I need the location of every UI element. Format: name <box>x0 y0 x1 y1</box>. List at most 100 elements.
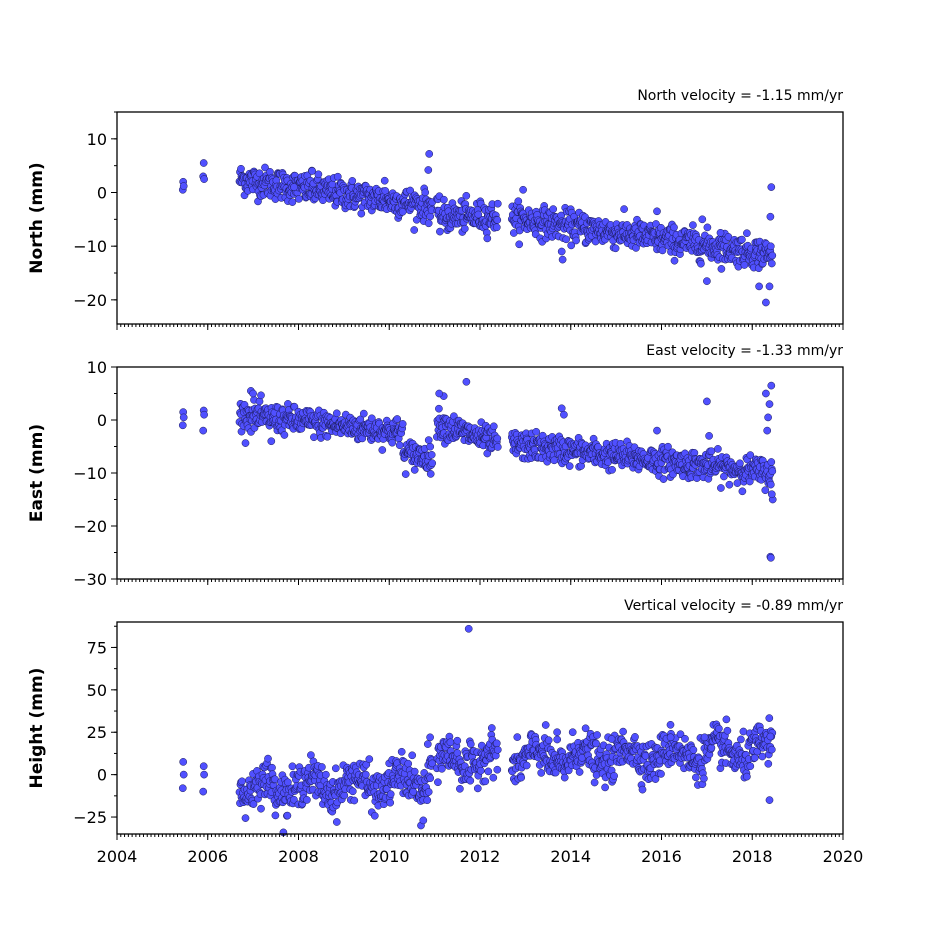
data-point <box>557 404 566 413</box>
data-point <box>331 764 340 773</box>
data-point <box>762 298 770 307</box>
data-point <box>178 421 187 430</box>
data-point <box>657 770 665 778</box>
data-point <box>332 818 341 826</box>
data-point <box>427 450 436 459</box>
data-point <box>572 236 580 245</box>
data-point <box>608 465 616 474</box>
data-point <box>765 400 774 408</box>
data-point <box>428 459 437 468</box>
x-tick-label: 2010 <box>369 847 410 866</box>
data-point <box>200 175 208 183</box>
y-tick-label: 10 <box>87 130 107 149</box>
data-point <box>767 553 775 562</box>
data-point <box>303 796 311 804</box>
data-point <box>487 724 496 732</box>
data-point <box>551 768 560 777</box>
data-point <box>426 733 434 742</box>
data-point <box>424 788 433 796</box>
data-point <box>700 774 708 783</box>
east-axis-label: East (mm) <box>27 424 47 522</box>
data-point <box>462 191 471 200</box>
data-point <box>743 772 751 781</box>
data-point <box>610 772 618 780</box>
data-point <box>755 282 763 291</box>
data-point <box>310 433 318 442</box>
height-panel: Vertical velocity = -0.89 mm/yr Height (… <box>27 598 863 866</box>
data-point <box>421 188 430 197</box>
data-point <box>199 159 208 167</box>
data-point <box>483 234 492 243</box>
data-point <box>611 244 620 253</box>
data-point <box>590 778 599 787</box>
data-point <box>401 470 410 478</box>
data-points <box>178 377 777 562</box>
data-point <box>651 775 660 783</box>
data-point <box>653 207 661 216</box>
data-point <box>666 720 675 729</box>
y-tick-label: 75 <box>87 638 107 657</box>
data-point <box>670 223 678 232</box>
data-point <box>767 259 776 268</box>
y-tick-label: −20 <box>73 517 107 536</box>
data-point <box>717 265 726 273</box>
data-point <box>380 176 389 185</box>
data-point <box>766 242 775 251</box>
data-point <box>408 751 417 760</box>
data-point <box>515 240 524 249</box>
data-points <box>178 624 777 837</box>
data-point <box>393 415 402 423</box>
data-point <box>703 223 712 232</box>
data-point <box>340 791 349 800</box>
data-point <box>492 223 501 232</box>
data-point <box>238 777 246 786</box>
data-point <box>703 277 711 285</box>
data-point <box>365 755 374 763</box>
data-point <box>425 150 434 158</box>
data-point <box>398 420 407 428</box>
data-point <box>348 177 357 185</box>
data-point <box>332 409 341 418</box>
data-point <box>426 774 435 783</box>
data-point <box>473 784 482 793</box>
data-point <box>707 447 716 456</box>
data-point <box>492 739 501 748</box>
x-tick-label: 2004 <box>97 847 138 866</box>
data-point <box>736 459 744 468</box>
data-point <box>237 164 245 173</box>
data-point <box>620 205 628 213</box>
data-point <box>438 764 446 773</box>
data-point <box>493 765 502 774</box>
data-point <box>476 766 485 775</box>
data-point <box>424 166 433 174</box>
data-point <box>714 445 722 453</box>
y-tick-label: −25 <box>73 808 107 827</box>
east-velocity-title: East velocity = -1.33 mm/yr <box>646 343 843 359</box>
data-point <box>283 811 292 820</box>
data-point <box>722 715 731 724</box>
data-point <box>179 182 188 190</box>
data-point <box>532 427 541 436</box>
data-point <box>367 414 376 423</box>
data-point <box>357 209 366 218</box>
data-point <box>314 170 323 179</box>
data-point <box>290 795 298 804</box>
data-point <box>670 256 679 265</box>
data-point <box>424 219 433 228</box>
data-point <box>481 777 490 786</box>
data-point <box>493 745 502 754</box>
data-point <box>562 235 571 244</box>
data-point <box>567 241 576 250</box>
data-point <box>689 221 697 229</box>
data-point <box>493 434 502 443</box>
data-point <box>746 762 755 771</box>
data-point <box>692 773 700 782</box>
data-point <box>631 733 639 741</box>
data-point <box>378 446 387 454</box>
data-point <box>514 197 523 206</box>
data-point <box>178 784 187 793</box>
data-point <box>638 785 647 794</box>
data-point <box>290 183 298 191</box>
data-point <box>698 215 707 224</box>
height-axis-label: Height (mm) <box>27 668 47 789</box>
